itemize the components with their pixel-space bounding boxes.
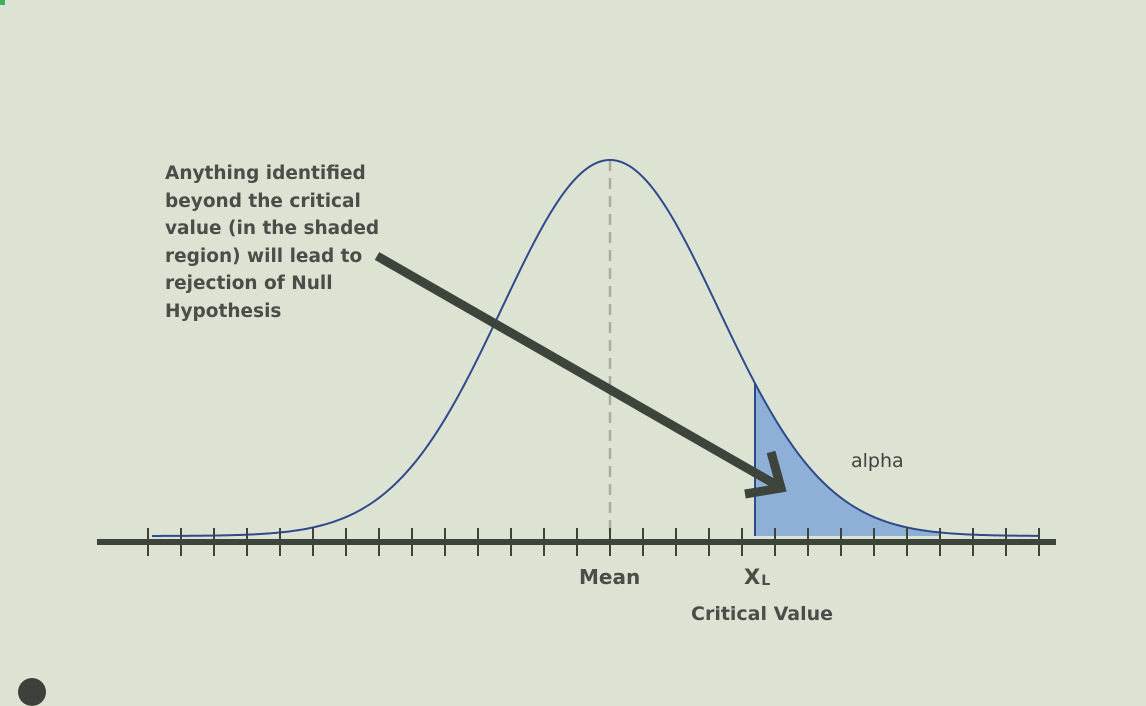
alpha-label: alpha <box>851 450 904 472</box>
rejection-region <box>755 383 940 536</box>
distribution-diagram <box>97 158 1056 556</box>
corner-mark <box>0 0 5 5</box>
critical-subscript: L <box>761 573 771 589</box>
axis-ticks <box>147 528 1040 556</box>
critical-symbol: X <box>744 565 761 589</box>
normal-curve <box>152 158 1041 537</box>
footer-dot <box>18 678 46 706</box>
annotation-arrowhead <box>744 450 787 499</box>
annotation-text: Anything identified beyond the critical … <box>165 163 380 322</box>
mean-label: Mean <box>579 565 641 589</box>
annotation-arrow-shaft <box>374 252 783 491</box>
critical-value-label: Critical Value <box>691 603 834 625</box>
critical-point-label: XL <box>744 565 770 589</box>
